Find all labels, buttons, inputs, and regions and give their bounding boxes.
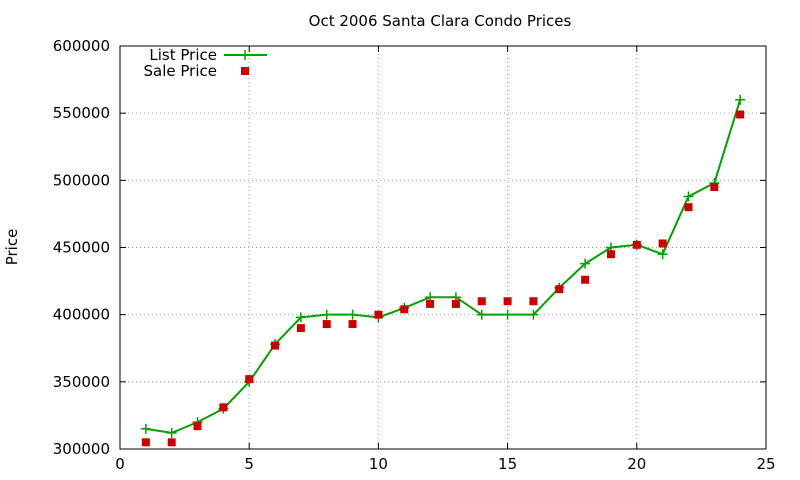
- sale-price-point: [348, 320, 357, 329]
- sale-price-point: [426, 299, 435, 308]
- y-tick-label: 400000: [53, 306, 110, 324]
- list-price-point: [295, 312, 306, 323]
- sale-price-point: [296, 324, 305, 333]
- y-tick-label: 600000: [53, 37, 110, 55]
- series-layer: [140, 94, 746, 447]
- chart-title: Oct 2006 Santa Clara Condo Prices: [309, 12, 572, 30]
- sale-price-point: [581, 275, 590, 284]
- sale-price-point: [193, 422, 202, 431]
- sale-price-point: [736, 110, 745, 119]
- sale-price-point: [684, 203, 693, 212]
- y-tick-label: 550000: [53, 104, 110, 122]
- legend-plus: [240, 50, 250, 60]
- sale-price-point: [477, 297, 486, 306]
- tick-layer: 0 5 10 15 20 25 300000 350000 400000 450000 500000…: [53, 37, 776, 473]
- sale-price-point: [374, 310, 383, 319]
- legend: List Price Sale Price: [144, 46, 267, 80]
- list-price-point: [347, 309, 358, 320]
- sale-price-point: [141, 438, 150, 447]
- sale-price-point: [451, 299, 460, 308]
- legend-label-list-price: List Price: [149, 46, 217, 64]
- sale-price-point: [167, 438, 176, 447]
- list-price-point: [528, 309, 539, 320]
- list-price-point: [580, 258, 591, 269]
- grid-layer: [120, 46, 766, 449]
- y-tick-label: 350000: [53, 373, 110, 391]
- y-tick-label: 450000: [53, 239, 110, 257]
- legend-marker-sale-price: [241, 67, 249, 75]
- y-axis-label: Price: [3, 229, 21, 266]
- x-tick-label: 5: [244, 455, 254, 473]
- sale-price-point: [245, 375, 254, 384]
- sale-price-point: [529, 297, 538, 306]
- sale-price-point: [322, 320, 331, 329]
- sale-price-point: [271, 341, 280, 350]
- y-tick-label: 500000: [53, 171, 110, 189]
- list-price-point: [166, 427, 177, 438]
- y-tick-label: 300000: [53, 440, 110, 458]
- x-tick-label: 25: [756, 455, 775, 473]
- list-price-point: [657, 249, 668, 260]
- list-price-point: [735, 94, 746, 105]
- legend-marker-list-price: [240, 50, 250, 60]
- sale-price-point: [400, 305, 409, 314]
- x-tick-label: 15: [498, 455, 517, 473]
- sale-price-point: [632, 240, 641, 249]
- x-tick-label: 20: [627, 455, 646, 473]
- list-price-point: [502, 309, 513, 320]
- sale-price-point: [219, 403, 228, 412]
- sale-price-point: [555, 285, 564, 294]
- x-tick-label: 0: [115, 455, 125, 473]
- x-tick-label: 10: [369, 455, 388, 473]
- list-price-point: [321, 309, 332, 320]
- sale-price-point: [503, 297, 512, 306]
- list-price-line: [145, 99, 742, 434]
- legend-label-sale-price: Sale Price: [144, 62, 217, 80]
- sale-price-point: [606, 250, 615, 259]
- list-price-point: [140, 423, 151, 434]
- sale-price-point: [710, 183, 719, 192]
- sale-price-point: [658, 239, 667, 248]
- list-price-point: [683, 191, 694, 202]
- list-price-point: [476, 309, 487, 320]
